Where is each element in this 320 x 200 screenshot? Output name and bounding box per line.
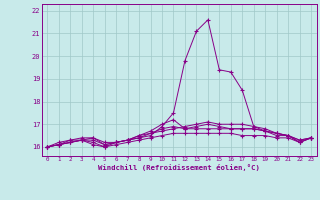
X-axis label: Windchill (Refroidissement éolien,°C): Windchill (Refroidissement éolien,°C): [98, 164, 260, 171]
